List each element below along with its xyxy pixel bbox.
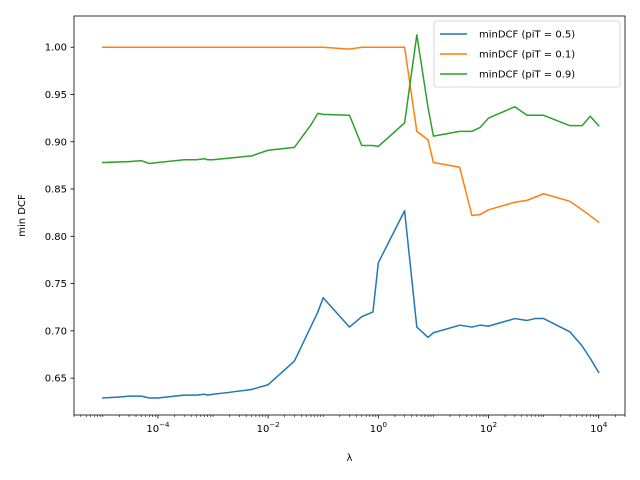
plot-area xyxy=(102,34,600,399)
y-tick-label: 0.80 xyxy=(45,232,67,243)
x-tick-label: 10−2 xyxy=(257,421,280,435)
legend-label: minDCF (piT = 0.5) xyxy=(479,30,575,41)
x-tick-label: 100 xyxy=(370,421,387,435)
legend-label: minDCF (piT = 0.9) xyxy=(479,70,575,81)
x-tick-label: 102 xyxy=(480,421,497,435)
y-axis: 0.65 0.70 0.75 0.80 0.85 0.90 0.95 1.00 xyxy=(45,43,74,385)
series-line-1 xyxy=(102,210,600,399)
y-tick-label: 0.85 xyxy=(45,185,67,196)
legend-label: minDCF (piT = 0.1) xyxy=(479,50,575,61)
legend-box xyxy=(433,20,621,88)
series-line-2 xyxy=(102,46,600,224)
x-axis-label: λ xyxy=(347,453,353,464)
legend: minDCF (piT = 0.5) minDCF (piT = 0.1) minD… xyxy=(433,20,621,88)
y-tick-label: 1.00 xyxy=(45,43,67,54)
series-line-3 xyxy=(102,34,600,165)
x-tick-label: 104 xyxy=(590,421,608,435)
y-tick-label: 0.95 xyxy=(45,90,67,101)
axes-frame xyxy=(73,15,626,416)
y-tick-label: 0.75 xyxy=(45,279,67,290)
y-tick-label: 0.90 xyxy=(45,137,67,148)
x-tick-label: 10−4 xyxy=(146,421,170,435)
y-tick-label: 0.65 xyxy=(45,374,67,385)
y-axis-label: min DCF xyxy=(17,194,28,237)
y-tick-label: 0.70 xyxy=(45,326,67,337)
